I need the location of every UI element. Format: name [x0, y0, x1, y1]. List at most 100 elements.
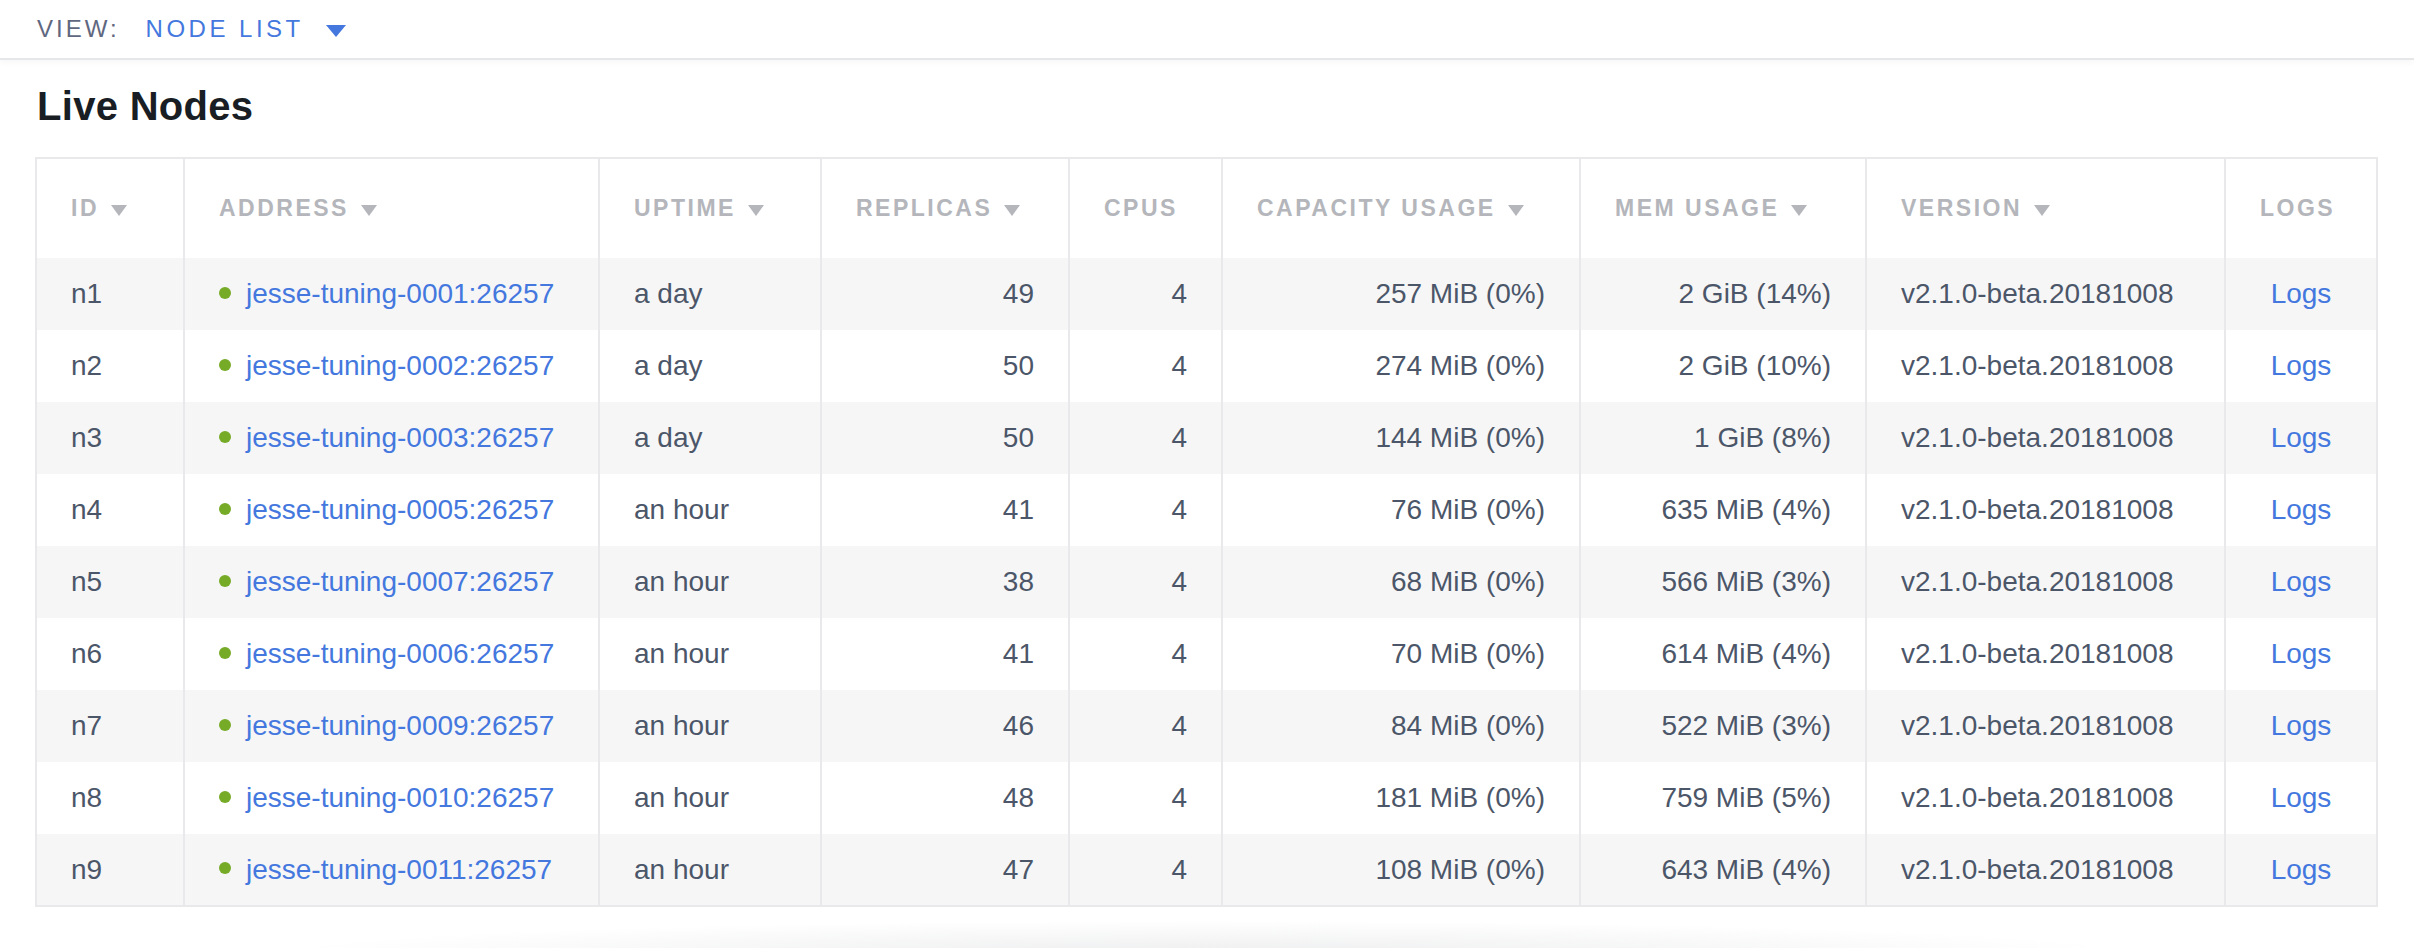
column-header-cpus: CPUS	[1069, 158, 1222, 258]
cell-logs: Logs	[2225, 834, 2377, 906]
node-address-link[interactable]: jesse-tuning-0001:26257	[246, 278, 554, 309]
node-address-link[interactable]: jesse-tuning-0010:26257	[246, 782, 554, 813]
cell-uptime: an hour	[599, 618, 821, 690]
node-address-link[interactable]: jesse-tuning-0011:26257	[246, 854, 552, 885]
column-header-version[interactable]: VERSION	[1866, 158, 2225, 258]
table-row: n2jesse-tuning-0002:26257a day504274 MiB…	[36, 330, 2377, 402]
column-header-label: LOGS	[2260, 195, 2335, 221]
logs-link[interactable]: Logs	[2271, 278, 2332, 309]
cell-capacity_usage: 108 MiB (0%)	[1222, 834, 1580, 906]
cell-version: v2.1.0-beta.20181008	[1866, 546, 2225, 618]
column-header-label: MEM USAGE	[1615, 195, 1779, 221]
logs-link[interactable]: Logs	[2271, 710, 2332, 741]
column-header-label: CAPACITY USAGE	[1257, 195, 1496, 221]
sort-desc-icon	[1004, 205, 1020, 216]
page-content: Live Nodes IDADDRESSUPTIMEREPLICASCPUSCA…	[0, 84, 2414, 907]
column-header-capacity_usage[interactable]: CAPACITY USAGE	[1222, 158, 1580, 258]
cell-capacity_usage: 274 MiB (0%)	[1222, 330, 1580, 402]
node-address-link[interactable]: jesse-tuning-0002:26257	[246, 350, 554, 381]
cell-cpus: 4	[1069, 762, 1222, 834]
cell-logs: Logs	[2225, 402, 2377, 474]
view-selector-dropdown[interactable]: NODE LIST	[146, 15, 346, 43]
column-header-id[interactable]: ID	[36, 158, 184, 258]
chevron-down-icon	[326, 25, 346, 37]
cell-id: n9	[36, 834, 184, 906]
cell-replicas: 46	[821, 690, 1069, 762]
cell-replicas: 41	[821, 474, 1069, 546]
logs-link[interactable]: Logs	[2271, 854, 2332, 885]
cell-mem_usage: 635 MiB (4%)	[1580, 474, 1866, 546]
cell-cpus: 4	[1069, 546, 1222, 618]
column-header-replicas[interactable]: REPLICAS	[821, 158, 1069, 258]
cell-version: v2.1.0-beta.20181008	[1866, 330, 2225, 402]
cell-uptime: an hour	[599, 474, 821, 546]
cell-replicas: 41	[821, 618, 1069, 690]
cell-id: n5	[36, 546, 184, 618]
table-row: n9jesse-tuning-0011:26257an hour474108 M…	[36, 834, 2377, 906]
column-header-uptime[interactable]: UPTIME	[599, 158, 821, 258]
node-address-link[interactable]: jesse-tuning-0006:26257	[246, 638, 554, 669]
node-status-live-icon	[219, 719, 231, 731]
logs-link[interactable]: Logs	[2271, 494, 2332, 525]
logs-link[interactable]: Logs	[2271, 638, 2332, 669]
cell-version: v2.1.0-beta.20181008	[1866, 258, 2225, 330]
cell-cpus: 4	[1069, 834, 1222, 906]
cell-mem_usage: 522 MiB (3%)	[1580, 690, 1866, 762]
cell-uptime: a day	[599, 258, 821, 330]
node-status-live-icon	[219, 503, 231, 515]
cell-logs: Logs	[2225, 546, 2377, 618]
column-header-label: REPLICAS	[856, 195, 992, 221]
cell-logs: Logs	[2225, 258, 2377, 330]
cell-replicas: 48	[821, 762, 1069, 834]
cell-cpus: 4	[1069, 690, 1222, 762]
logs-link[interactable]: Logs	[2271, 782, 2332, 813]
cell-id: n1	[36, 258, 184, 330]
cell-mem_usage: 614 MiB (4%)	[1580, 618, 1866, 690]
node-address-link[interactable]: jesse-tuning-0009:26257	[246, 710, 554, 741]
sort-desc-icon	[1791, 205, 1807, 216]
cell-uptime: a day	[599, 330, 821, 402]
cell-id: n3	[36, 402, 184, 474]
cell-mem_usage: 643 MiB (4%)	[1580, 834, 1866, 906]
logs-link[interactable]: Logs	[2271, 566, 2332, 597]
cell-uptime: an hour	[599, 762, 821, 834]
cell-logs: Logs	[2225, 690, 2377, 762]
sort-desc-icon	[111, 205, 127, 216]
cell-address: jesse-tuning-0011:26257	[184, 834, 599, 906]
cell-id: n2	[36, 330, 184, 402]
cell-capacity_usage: 76 MiB (0%)	[1222, 474, 1580, 546]
column-header-label: ADDRESS	[219, 195, 349, 221]
cell-replicas: 47	[821, 834, 1069, 906]
cell-capacity_usage: 181 MiB (0%)	[1222, 762, 1580, 834]
cell-cpus: 4	[1069, 402, 1222, 474]
cell-replicas: 49	[821, 258, 1069, 330]
cell-mem_usage: 566 MiB (3%)	[1580, 546, 1866, 618]
cell-version: v2.1.0-beta.20181008	[1866, 402, 2225, 474]
node-address-link[interactable]: jesse-tuning-0005:26257	[246, 494, 554, 525]
column-header-label: CPUS	[1104, 195, 1178, 221]
cell-id: n6	[36, 618, 184, 690]
column-header-address[interactable]: ADDRESS	[184, 158, 599, 258]
cell-uptime: an hour	[599, 546, 821, 618]
cell-id: n8	[36, 762, 184, 834]
column-header-mem_usage[interactable]: MEM USAGE	[1580, 158, 1866, 258]
table-row: n1jesse-tuning-0001:26257a day494257 MiB…	[36, 258, 2377, 330]
sort-desc-icon	[1508, 205, 1524, 216]
cell-address: jesse-tuning-0005:26257	[184, 474, 599, 546]
node-status-live-icon	[219, 862, 231, 874]
cell-mem_usage: 759 MiB (5%)	[1580, 762, 1866, 834]
cell-address: jesse-tuning-0003:26257	[184, 402, 599, 474]
logs-link[interactable]: Logs	[2271, 350, 2332, 381]
logs-link[interactable]: Logs	[2271, 422, 2332, 453]
cell-version: v2.1.0-beta.20181008	[1866, 618, 2225, 690]
cell-logs: Logs	[2225, 762, 2377, 834]
cell-replicas: 50	[821, 330, 1069, 402]
cell-capacity_usage: 84 MiB (0%)	[1222, 690, 1580, 762]
node-address-link[interactable]: jesse-tuning-0003:26257	[246, 422, 554, 453]
node-address-link[interactable]: jesse-tuning-0007:26257	[246, 566, 554, 597]
table-row: n8 jesse-tuning-0010:26257 an hour484181 M…	[36, 762, 2377, 834]
cell-address: jesse-tuning-0006:26257	[184, 618, 599, 690]
table-row: n4jesse-tuning-0005:26257an hour41476 Mi…	[36, 474, 2377, 546]
table-row: n6jesse-tuning-0006:26257an hour41470 Mi…	[36, 618, 2377, 690]
cell-address: jesse-tuning-0010:26257	[184, 762, 599, 834]
